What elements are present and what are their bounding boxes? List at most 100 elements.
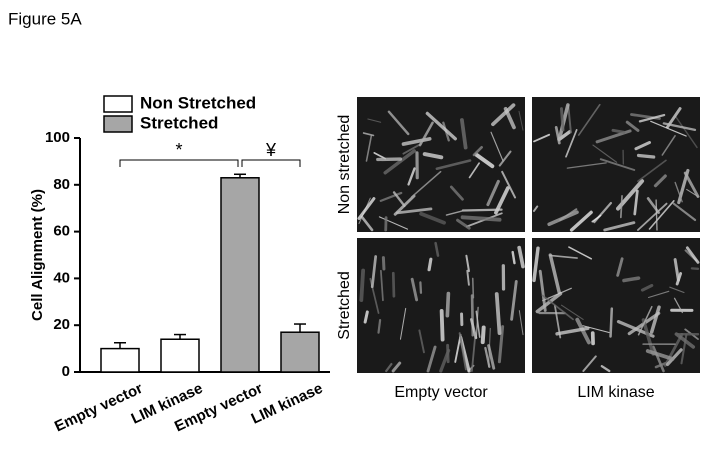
cell [648, 200, 675, 230]
cell [418, 121, 434, 147]
significance-mark: * [175, 140, 182, 160]
cell [575, 317, 591, 345]
cell [569, 210, 593, 232]
cell [611, 128, 626, 134]
legend-swatch [103, 115, 133, 133]
cell [487, 344, 496, 370]
legend-swatch [103, 95, 133, 113]
cell [498, 150, 512, 167]
cell [419, 211, 446, 225]
legend-label: Stretched [140, 113, 218, 132]
significance-bracket [119, 159, 239, 167]
micrograph-cells [532, 246, 700, 373]
cell [591, 214, 602, 223]
cell [645, 349, 675, 361]
cell [435, 159, 472, 171]
micrograph-cells [357, 103, 524, 232]
cell [634, 141, 652, 151]
cell [445, 210, 463, 216]
cell [649, 305, 661, 334]
y-axis-label: Cell Alignment (%) [29, 189, 46, 321]
cell [518, 110, 524, 131]
figure-label: Figure 5A [8, 9, 82, 28]
cell [445, 291, 451, 318]
cell [407, 167, 416, 186]
cell [383, 149, 416, 175]
cell [622, 276, 641, 283]
cell [565, 129, 578, 158]
cell [395, 207, 433, 215]
cell [633, 189, 639, 216]
legend-label: Non Stretched [140, 93, 256, 112]
x-tick-label: Empty vector [52, 380, 145, 436]
cell [427, 257, 433, 272]
cell [378, 216, 409, 230]
cell [518, 310, 524, 336]
cell [533, 133, 551, 143]
cell [625, 120, 640, 132]
cell [652, 345, 665, 373]
cell [470, 335, 477, 372]
cell [469, 318, 478, 340]
cell [582, 355, 597, 373]
cell [665, 348, 683, 367]
cell [663, 333, 684, 367]
cell [673, 258, 680, 282]
cell [484, 346, 491, 368]
cell [449, 185, 464, 201]
cell [650, 120, 687, 137]
cell [647, 290, 670, 299]
cell [554, 125, 561, 145]
cell [567, 104, 572, 134]
cell [555, 326, 590, 336]
cell [468, 162, 480, 179]
cell [439, 348, 451, 373]
cell [637, 305, 653, 336]
y-tick-label: 0 [62, 363, 70, 380]
cell [653, 174, 667, 188]
cell [619, 195, 623, 219]
cell [422, 152, 444, 160]
cell [392, 191, 406, 208]
cell [568, 246, 593, 260]
cell [669, 286, 685, 294]
cell [662, 122, 697, 132]
cell [566, 162, 607, 169]
cell [549, 254, 578, 259]
cell [359, 268, 366, 302]
cell [367, 118, 382, 123]
cell [599, 158, 636, 171]
column-label: LIM kinase [577, 384, 654, 401]
cell [387, 110, 410, 136]
cell [501, 170, 517, 199]
cell [380, 269, 384, 302]
cell [685, 246, 700, 264]
y-tick-label: 60 [53, 223, 70, 240]
cell [510, 280, 518, 321]
cell [560, 107, 565, 132]
bar [160, 338, 200, 373]
cell [532, 246, 540, 283]
micrograph-cells [359, 241, 525, 373]
cell [641, 318, 655, 356]
cell [490, 131, 504, 162]
cell [592, 144, 618, 163]
cell [410, 170, 442, 198]
cell [616, 257, 624, 277]
cell [547, 210, 579, 227]
cell [640, 284, 654, 292]
y-tick-label: 80 [53, 176, 70, 193]
cell [466, 269, 470, 286]
cell [480, 325, 486, 345]
cell [538, 269, 547, 312]
cell [560, 304, 584, 320]
cell [370, 255, 378, 289]
cell [471, 277, 475, 299]
row-label: Stretched [336, 271, 353, 339]
cell [517, 245, 525, 269]
cell [511, 250, 516, 265]
cell [661, 135, 676, 156]
y-tick-label: 40 [53, 269, 70, 286]
cell [377, 318, 382, 334]
